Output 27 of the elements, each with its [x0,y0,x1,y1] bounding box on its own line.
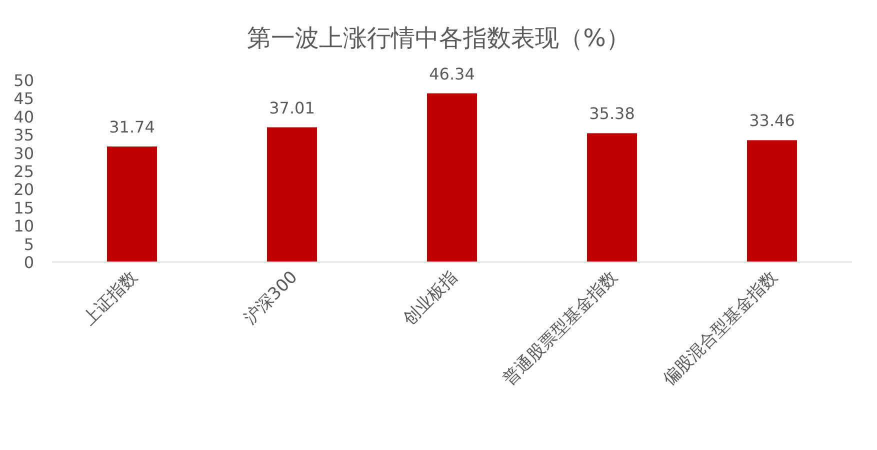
y-tick-label: 20 [14,180,34,200]
data-label: 37.01 [269,98,315,118]
y-tick-label: 30 [14,144,34,163]
bar [107,146,157,262]
x-tick-label: 上证指数 [79,267,142,330]
y-tick-label: 10 [14,216,34,236]
data-label: 46.34 [429,64,475,84]
y-tick-label: 45 [14,89,34,108]
data-label: 35.38 [589,104,635,124]
y-tick-label: 0 [24,253,34,272]
x-tick-label: 偏股混合型基金指数 [659,267,782,390]
x-tick-label: 创业板指 [399,267,462,330]
data-label: 31.74 [109,117,155,136]
chart-title: 第一波上涨行情中各指数表现（%） [247,24,630,52]
x-tick-label: 普通股票型基金指数 [499,267,622,390]
y-tick-label: 50 [14,71,34,90]
bar [747,140,797,262]
data-label: 33.46 [749,111,795,130]
bar [427,93,477,262]
y-tick-label: 5 [24,234,34,254]
y-tick-label: 15 [14,198,34,218]
y-tick-label: 35 [14,126,34,145]
bar [587,133,637,262]
bar [267,127,317,262]
y-tick-label: 40 [14,107,34,126]
x-tick-label: 沪深300 [240,267,302,329]
y-tick-label: 25 [14,162,34,181]
